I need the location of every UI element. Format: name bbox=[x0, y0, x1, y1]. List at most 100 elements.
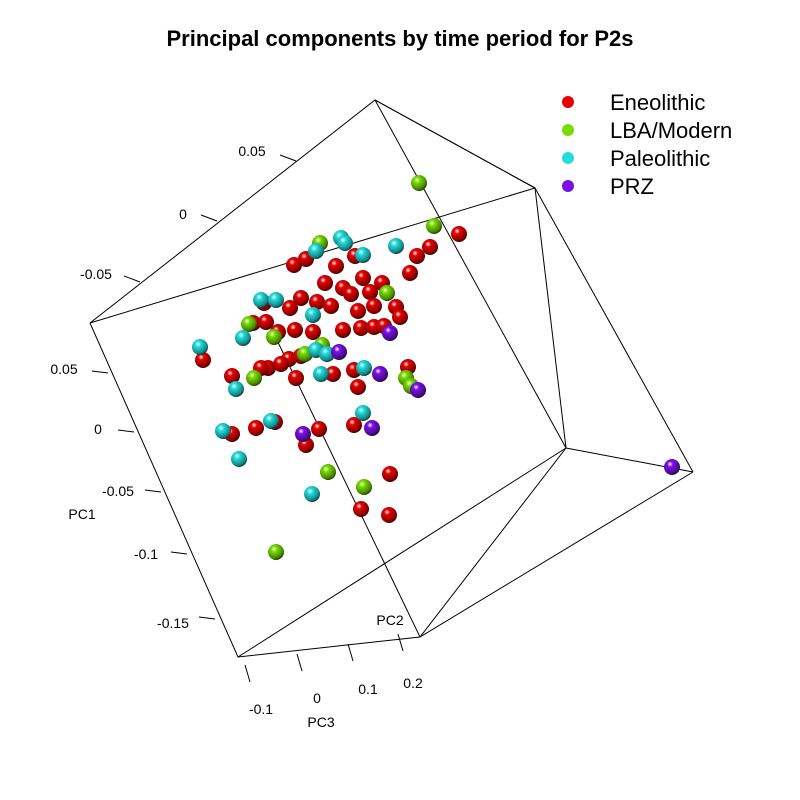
pc3-tick-mark bbox=[347, 643, 354, 662]
pc3-tick-mark bbox=[296, 653, 303, 672]
legend-item: PRZ bbox=[562, 174, 654, 199]
data-point bbox=[293, 290, 309, 306]
data-point bbox=[356, 360, 372, 376]
data-point bbox=[328, 258, 344, 274]
legend-marker bbox=[562, 96, 574, 108]
data-point bbox=[311, 421, 327, 437]
legend-item: Eneolithic bbox=[562, 90, 705, 115]
pc3-tick-label: 0 bbox=[313, 690, 321, 706]
data-point bbox=[372, 366, 388, 382]
pc3-tick-label: -0.1 bbox=[249, 701, 273, 717]
pc1-tick-mark bbox=[91, 370, 109, 374]
box-edge-center-diag bbox=[274, 335, 421, 638]
legend-label: PRZ bbox=[610, 174, 654, 199]
data-points bbox=[192, 175, 680, 560]
data-point bbox=[319, 346, 335, 362]
data-point bbox=[304, 486, 320, 502]
pc1-axis-label: PC1 bbox=[68, 506, 95, 522]
data-point bbox=[388, 238, 404, 254]
data-point bbox=[664, 459, 680, 475]
data-point bbox=[228, 381, 244, 397]
pc2-tick-mark bbox=[123, 275, 141, 283]
data-point bbox=[224, 368, 240, 384]
data-point bbox=[411, 175, 427, 191]
data-point bbox=[288, 370, 304, 386]
data-point bbox=[355, 270, 371, 286]
legend-label: LBA/Modern bbox=[610, 118, 732, 143]
pc3-axis-label: PC3 bbox=[307, 714, 334, 730]
data-point bbox=[282, 300, 298, 316]
data-point bbox=[366, 298, 382, 314]
data-point bbox=[192, 339, 208, 355]
pc2-tick-mark bbox=[279, 154, 297, 162]
pc2-axis-label: PC2 bbox=[376, 612, 403, 628]
data-point bbox=[286, 257, 302, 273]
data-point bbox=[263, 413, 279, 429]
data-point bbox=[402, 265, 418, 281]
data-point bbox=[337, 235, 353, 251]
data-point bbox=[382, 325, 398, 341]
box-edge-bottom-right bbox=[419, 471, 694, 638]
box-edge-inner-mid bbox=[374, 99, 567, 449]
legend-item: Paleolithic bbox=[562, 146, 710, 171]
data-point bbox=[308, 243, 324, 259]
data-point bbox=[246, 370, 262, 386]
box-edge-right bbox=[534, 187, 694, 473]
data-point bbox=[355, 405, 371, 421]
data-point bbox=[392, 309, 408, 325]
pc2-tick-mark bbox=[200, 214, 218, 222]
data-point bbox=[215, 423, 231, 439]
pc1-tick-mark bbox=[170, 551, 188, 555]
data-point bbox=[309, 294, 325, 310]
data-point bbox=[248, 420, 264, 436]
data-point bbox=[410, 382, 426, 398]
pc2-tick-label: 0.05 bbox=[238, 143, 265, 159]
legend-label: Paleolithic bbox=[610, 146, 710, 171]
data-point bbox=[295, 426, 311, 442]
data-point bbox=[364, 420, 380, 436]
data-point bbox=[266, 329, 282, 345]
pc1-tick-label: -0.05 bbox=[102, 483, 134, 499]
data-point bbox=[195, 352, 211, 368]
data-point bbox=[379, 285, 395, 301]
data-point bbox=[241, 316, 257, 332]
pc1-tick-mark bbox=[198, 616, 216, 620]
pc3-tick-label: 0.2 bbox=[403, 675, 423, 691]
data-point bbox=[268, 292, 284, 308]
pc1-tick-label: 0 bbox=[94, 421, 102, 437]
pc2-tick-label: -0.05 bbox=[80, 266, 112, 282]
data-point bbox=[287, 322, 303, 338]
data-point bbox=[346, 417, 362, 433]
box-edge-center bbox=[237, 447, 567, 658]
pc1-tick-label: 0.05 bbox=[50, 361, 77, 377]
data-point bbox=[335, 322, 351, 338]
data-point bbox=[381, 507, 397, 523]
pc1-tick-mark bbox=[144, 489, 162, 493]
data-point bbox=[253, 292, 269, 308]
data-point bbox=[331, 344, 347, 360]
legend-item: LBA/Modern bbox=[562, 118, 732, 143]
data-point bbox=[353, 501, 369, 517]
data-point bbox=[362, 284, 378, 300]
data-point bbox=[273, 356, 289, 372]
plot-box bbox=[89, 99, 694, 658]
data-point bbox=[313, 366, 329, 382]
legend-marker bbox=[562, 152, 574, 164]
pc3-axis: -0.1 0 0.1 0.2 PC3 bbox=[244, 633, 423, 730]
box-edge-top-right bbox=[374, 99, 536, 189]
data-point bbox=[422, 239, 438, 255]
data-point bbox=[451, 226, 467, 242]
data-point bbox=[305, 307, 321, 323]
data-point bbox=[323, 298, 339, 314]
pc2-tick-label: 0 bbox=[179, 206, 187, 222]
data-point bbox=[426, 218, 442, 234]
data-point bbox=[409, 248, 425, 264]
pc3-tick-mark bbox=[244, 664, 251, 683]
data-point bbox=[355, 247, 371, 263]
data-point bbox=[353, 320, 369, 336]
data-point bbox=[325, 366, 341, 382]
legend-marker bbox=[562, 124, 574, 136]
legend: Eneolithic LBA/Modern Paleolithic PRZ bbox=[562, 90, 732, 199]
data-point bbox=[343, 286, 359, 302]
